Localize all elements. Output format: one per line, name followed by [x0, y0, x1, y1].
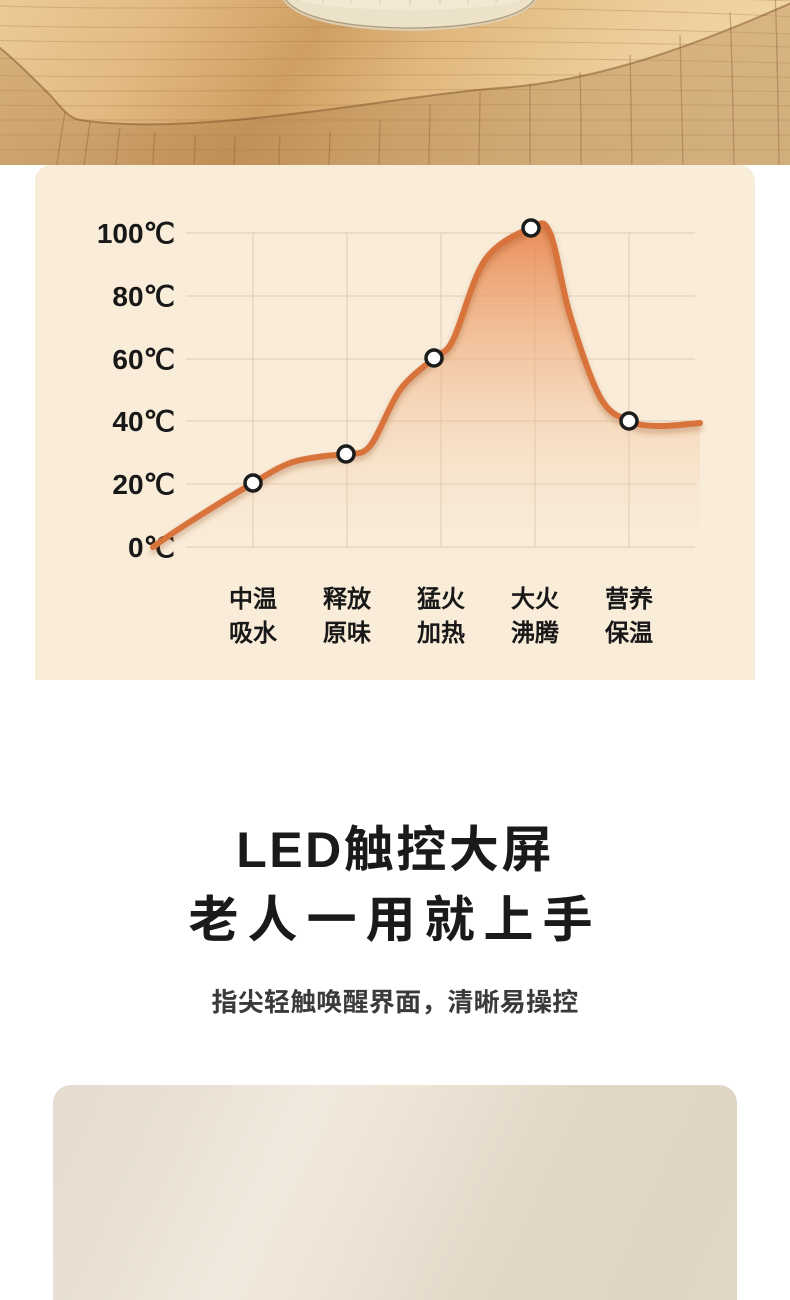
svg-text:20℃: 20℃ [112, 469, 175, 500]
svg-text:保温: 保温 [604, 620, 653, 647]
svg-text:原味: 原味 [323, 620, 371, 647]
svg-text:吸水: 吸水 [229, 620, 278, 647]
svg-text:100℃: 100℃ [97, 218, 175, 249]
svg-text:加热: 加热 [417, 620, 465, 647]
svg-text:猛火: 猛火 [417, 586, 465, 613]
svg-text:营养: 营养 [605, 585, 653, 613]
svg-text:中温: 中温 [229, 586, 277, 613]
svg-text:80℃: 80℃ [112, 281, 175, 312]
svg-text:释放: 释放 [323, 585, 372, 613]
svg-text:60℃: 60℃ [112, 344, 175, 375]
svg-text:大火: 大火 [511, 586, 559, 613]
svg-text:40℃: 40℃ [112, 406, 175, 437]
svg-text:沸腾: 沸腾 [511, 620, 560, 647]
